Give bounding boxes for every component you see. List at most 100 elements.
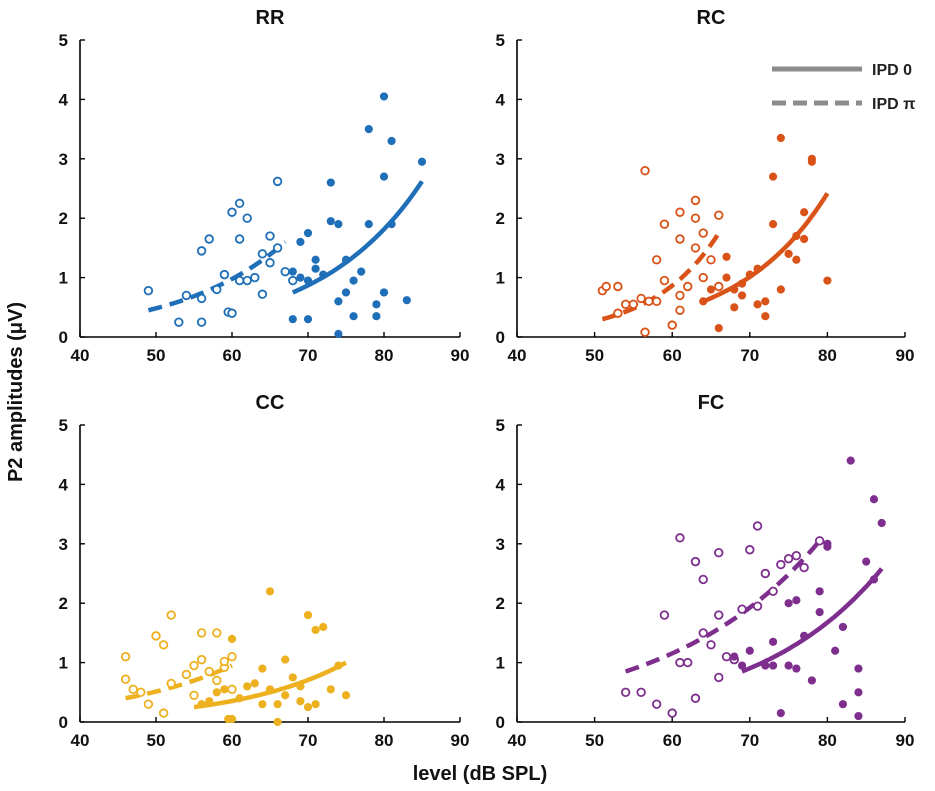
x-tick-label: 80	[818, 731, 837, 750]
x-tick-label: 90	[896, 346, 915, 365]
data-point-ipd-pi	[181, 669, 192, 680]
data-point-ipd-0	[730, 285, 739, 294]
data-point-ipd-0	[341, 288, 351, 297]
data-point-ipd-pi	[250, 272, 260, 283]
data-point-ipd-pi	[136, 687, 146, 697]
data-point-ipd-pi	[706, 255, 716, 265]
y-tick-label: 5	[59, 31, 68, 50]
data-point-ipd-0	[250, 679, 259, 688]
data-point-ipd-0	[303, 703, 313, 712]
data-point-ipd-pi	[219, 656, 230, 667]
panel-fc: 40 50 60 70 80 90 0 1 2 3 4 5 FC	[496, 392, 915, 750]
data-point-ipd-pi	[265, 231, 275, 241]
x-tick-label: 40	[71, 346, 90, 365]
data-point-ipd-0	[220, 685, 229, 694]
data-point-ipd-0	[869, 495, 879, 504]
data-point-ipd-0	[784, 249, 793, 258]
data-point-ipd-pi	[783, 553, 794, 564]
data-point-ipd-0	[243, 682, 252, 691]
data-point-ipd-0	[417, 157, 427, 166]
data-point-ipd-pi	[659, 610, 670, 620]
data-point-ipd-pi	[120, 651, 131, 662]
data-point-ipd-0	[258, 664, 267, 673]
fit-line-ipd-0	[741, 567, 884, 674]
data-point-ipd-0	[854, 711, 863, 721]
panel-title: RC	[697, 7, 726, 29]
data-point-ipd-pi	[721, 651, 732, 662]
data-point-ipd-pi	[212, 675, 222, 686]
data-point-ipd-pi	[675, 533, 685, 543]
data-point-ipd-0	[311, 255, 320, 264]
data-point-ipd-0	[869, 575, 879, 584]
y-tick-label: 0	[59, 713, 68, 732]
data-point-ipd-0	[792, 664, 801, 673]
data-point-ipd-pi	[166, 610, 176, 620]
data-point-ipd-0	[288, 315, 297, 324]
y-tick-label: 5	[496, 31, 505, 50]
data-point-ipd-pi	[151, 631, 161, 641]
data-point-ipd-pi	[613, 308, 623, 318]
data-point-ipd-0	[737, 279, 747, 288]
data-point-ipd-pi	[714, 610, 724, 620]
data-point-ipd-0	[372, 312, 381, 321]
panel-title: RR	[256, 7, 285, 29]
y-tick-label: 3	[496, 150, 505, 169]
data-point-ipd-pi	[196, 317, 207, 327]
data-point-ipd-0	[288, 267, 297, 276]
data-point-ipd-0	[745, 270, 754, 279]
x-tick-label: 80	[375, 346, 394, 365]
data-point-ipd-0	[364, 220, 373, 229]
data-point-ipd-pi	[227, 207, 237, 217]
data-point-ipd-pi	[196, 246, 207, 256]
data-point-ipd-pi	[651, 255, 662, 265]
y-tick-label: 2	[496, 594, 505, 613]
data-point-ipd-pi	[280, 266, 290, 277]
data-point-ipd-0	[784, 599, 793, 608]
y-axis-title: P2 amplitudes (μV)	[5, 302, 27, 482]
data-point-ipd-0	[807, 157, 816, 166]
data-point-ipd-0	[341, 255, 351, 264]
data-point-ipd-0	[334, 220, 343, 229]
x-tick-label: 60	[223, 346, 242, 365]
legend: IPD 0 IPD π	[772, 62, 915, 113]
x-tick-label: 90	[451, 346, 470, 365]
data-point-ipd-0	[273, 717, 282, 727]
data-point-ipd-0	[334, 329, 343, 339]
data-point-ipd-pi	[234, 198, 245, 209]
data-point-ipd-0	[303, 276, 313, 285]
data-point-ipd-0	[227, 634, 237, 643]
x-tick-label: 80	[818, 346, 837, 365]
data-point-ipd-0	[768, 172, 778, 181]
data-point-ipd-0	[326, 685, 335, 694]
data-point-ipd-0	[784, 661, 793, 670]
fit-line-ipd-pi	[125, 663, 233, 701]
data-point-ipd-0	[753, 264, 762, 273]
data-point-ipd-pi	[690, 693, 701, 703]
data-point-ipd-0	[761, 661, 770, 670]
fit-line-ipd-pi	[601, 231, 721, 322]
y-tick-label: 4	[496, 90, 506, 109]
data-point-ipd-pi	[768, 586, 778, 597]
data-point-ipd-pi	[690, 213, 701, 223]
data-point-ipd-pi	[242, 213, 252, 223]
data-point-ipd-pi	[667, 708, 677, 718]
data-point-ipd-pi	[698, 272, 708, 283]
data-point-ipd-0	[815, 608, 824, 617]
data-point-ipd-pi	[791, 550, 802, 561]
data-point-ipd-pi	[196, 293, 207, 304]
data-point-ipd-0	[379, 288, 389, 297]
fit-line-ipd-0	[702, 192, 830, 304]
data-point-ipd-0	[319, 270, 328, 279]
x-tick-label: 50	[585, 346, 604, 365]
data-point-ipd-0	[387, 220, 396, 229]
data-point-ipd-pi	[189, 690, 199, 700]
data-point-ipd-0	[776, 708, 785, 718]
x-tick-label: 70	[299, 731, 318, 750]
panel-cc: 40 50 60 70 80 90 0 1 2 3 4 5 CC	[59, 392, 470, 750]
y-tick-label: 3	[59, 535, 68, 554]
data-point-ipd-0	[258, 700, 267, 709]
data-point-ipd-pi	[227, 684, 237, 695]
data-point-ipd-pi	[651, 699, 662, 709]
data-point-ipd-pi	[675, 657, 685, 668]
data-point-ipd-pi	[714, 210, 724, 220]
